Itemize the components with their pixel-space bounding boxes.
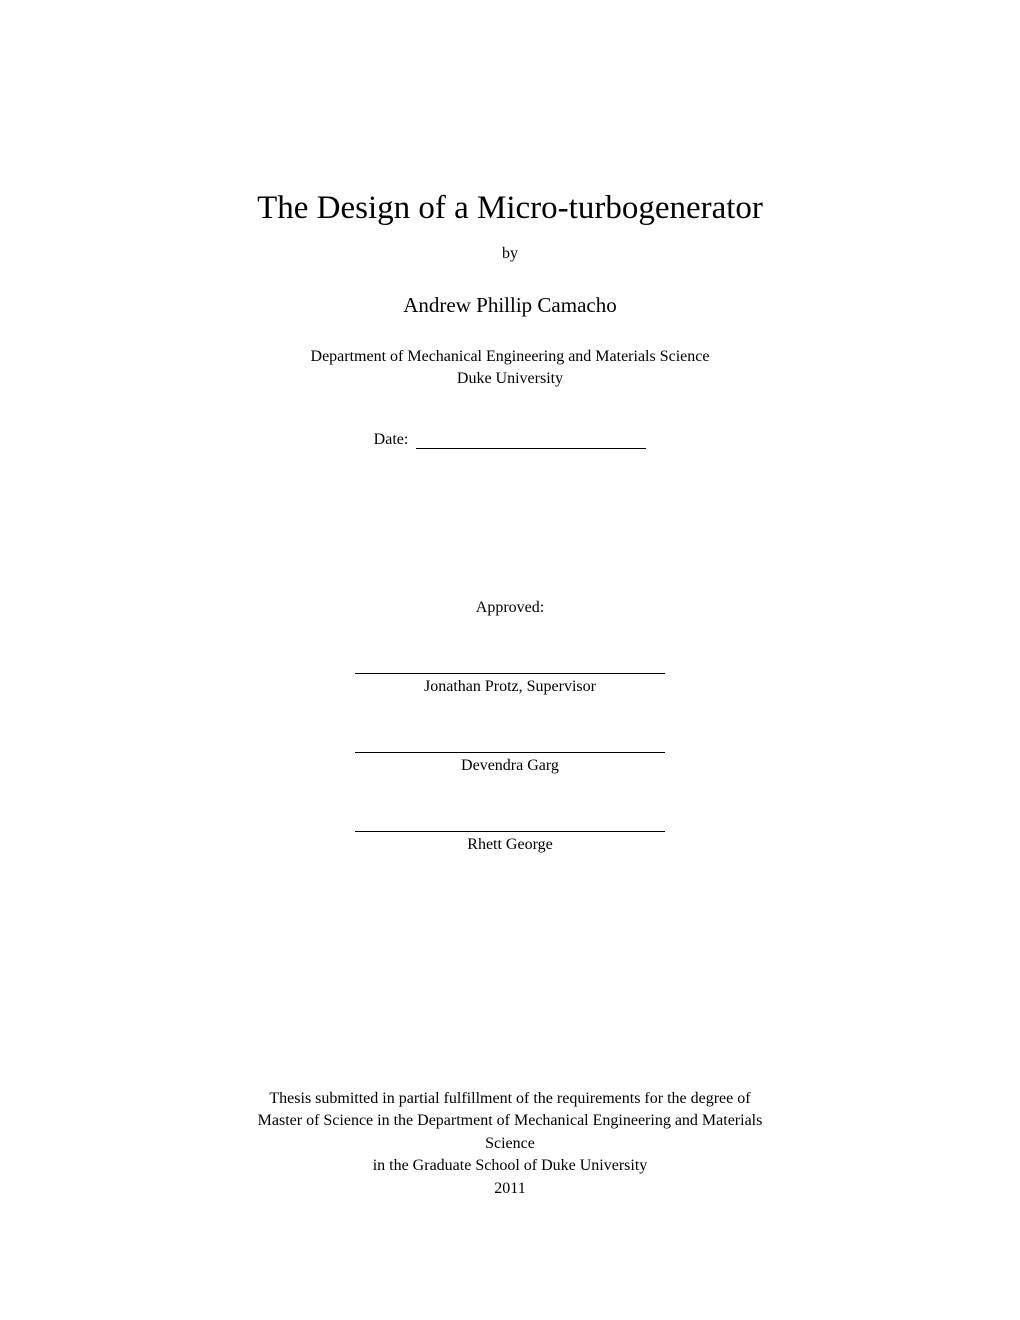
department-block: Department of Mechanical Engineering and… bbox=[311, 346, 710, 391]
signature-line bbox=[355, 831, 665, 832]
department-name: Department of Mechanical Engineering and… bbox=[311, 346, 710, 368]
footer-line: Master of Science in the Department of M… bbox=[258, 1110, 763, 1132]
thesis-footer-statement: Thesis submitted in partial fulfillment … bbox=[248, 1088, 773, 1200]
thesis-title: The Design of a Micro-turbogenerator bbox=[257, 190, 763, 227]
footer-line: in the Graduate School of Duke Universit… bbox=[258, 1155, 763, 1177]
footer-line: Thesis submitted in partial fulfillment … bbox=[258, 1088, 763, 1110]
by-label: by bbox=[502, 245, 518, 263]
university-name: Duke University bbox=[311, 368, 710, 390]
date-label: Date: bbox=[374, 431, 409, 449]
signature-name: Devendra Garg bbox=[461, 757, 559, 775]
approved-label: Approved: bbox=[476, 599, 544, 617]
date-signature-line bbox=[416, 448, 646, 449]
signature-block-supervisor: Jonathan Protz, Supervisor bbox=[355, 673, 665, 696]
signature-name: Rhett George bbox=[467, 836, 552, 854]
signature-block-member: Rhett George bbox=[355, 831, 665, 854]
signature-name: Jonathan Protz, Supervisor bbox=[424, 678, 596, 696]
thesis-title-page: The Design of a Micro-turbogenerator by … bbox=[0, 0, 1020, 1320]
signature-line bbox=[355, 752, 665, 753]
author-name: Andrew Phillip Camacho bbox=[403, 293, 616, 318]
signature-line bbox=[355, 673, 665, 674]
footer-line: Science bbox=[258, 1133, 763, 1155]
signature-block-member: Devendra Garg bbox=[355, 752, 665, 775]
date-row: Date: bbox=[374, 431, 647, 449]
footer-year: 2011 bbox=[258, 1178, 763, 1200]
